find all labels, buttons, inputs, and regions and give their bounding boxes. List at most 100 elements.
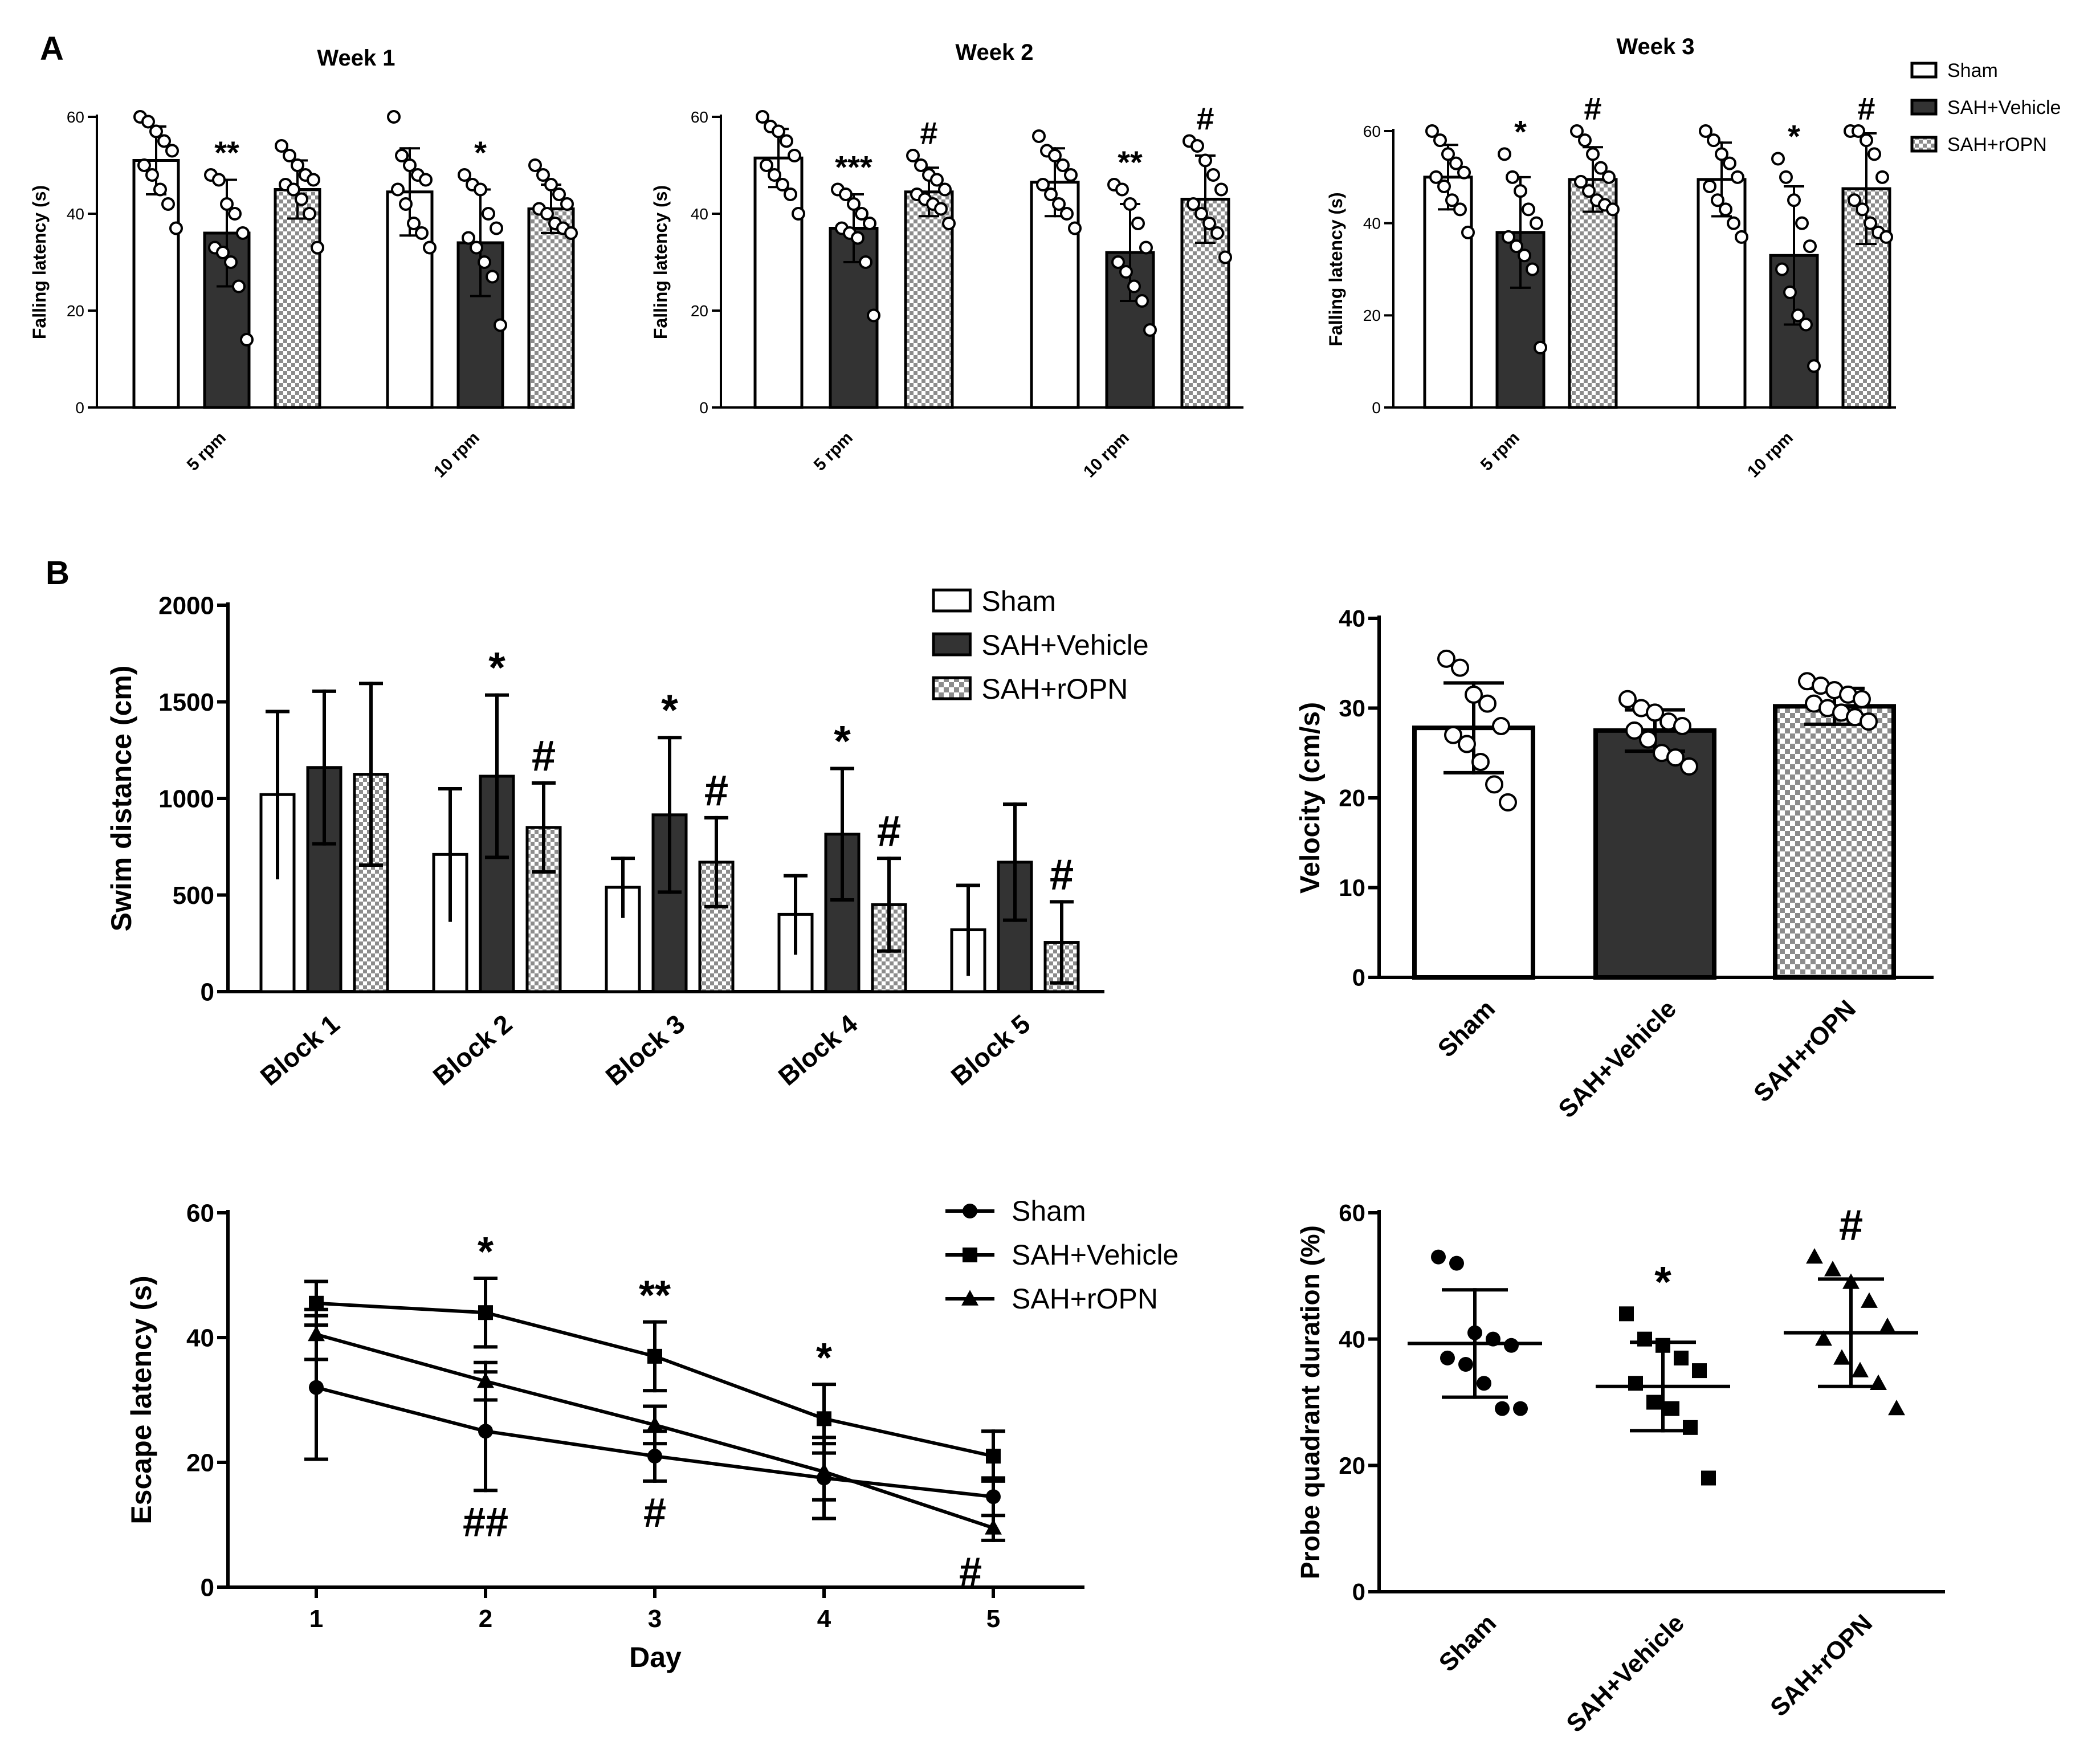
- data-point-sham-10-rpm: [1703, 180, 1716, 193]
- data-point-sah-ropn-5-rpm: [942, 217, 956, 230]
- data-point-sham-5-rpm: [1441, 147, 1455, 161]
- bar-sham-10-rpm: [1030, 181, 1080, 409]
- data-point-sah-ropn-5-rpm: [287, 182, 300, 197]
- data-point-sham-5-rpm: [165, 144, 179, 158]
- significance-marker: #: [1857, 91, 1875, 127]
- data-point-sah-ropn-5-rpm: [1594, 161, 1608, 175]
- y-tick-label: 20: [1363, 307, 1381, 324]
- data-point-sah-vehicle: [1646, 1395, 1661, 1410]
- y-tick-label: 0: [1352, 964, 1365, 991]
- chart-swim-distance: 0 500 1000 1500 2000 Swim distance (cm) Block …: [105, 585, 1149, 1091]
- data-point-sah-ropn-10-rpm: [544, 178, 558, 191]
- y-tick-label: 0: [201, 1574, 214, 1601]
- data-point-sah-ropn-10-rpm: [1198, 153, 1212, 168]
- data-point-sah-ropn-10-rpm: [552, 187, 566, 201]
- legend-swatch-sah-ropn: [1910, 136, 1938, 153]
- data-point-sah-vehicle: [1639, 730, 1657, 749]
- data-point-sah-ropn-10-rpm: [1210, 226, 1224, 240]
- x-tick-label: 10 rpm: [1080, 429, 1133, 482]
- data-point-sham-5-rpm: [756, 110, 769, 124]
- data-point-sah-ropn-5-rpm: [1578, 133, 1592, 148]
- chart-rotarod-week3: Week 3 0 20 40 60 Falling latency (s) 5 rpm 10 …: [1326, 34, 2061, 482]
- data-point-sham: [1504, 1338, 1519, 1353]
- data-point-sham-10-rpm: [1727, 216, 1740, 230]
- data-point-sham-10-rpm: [1032, 129, 1046, 143]
- chart-rotarod-week2: Week 2 0 20 40 60 Falling latency (s) 5 rpm 10 …: [650, 40, 1243, 482]
- data-point-sah-ropn-5-rpm: [930, 173, 944, 187]
- data-point-sah-vehicle-5-rpm: [228, 207, 242, 221]
- data-point-sham-10-rpm: [1719, 202, 1732, 217]
- y-axis-label: Probe quadrant duration (%): [1295, 1225, 1325, 1579]
- y-tick-label: 60: [67, 108, 84, 126]
- bar-sah-ropn: [1773, 704, 1896, 980]
- chart-title: Week 1: [317, 46, 395, 71]
- data-point-sah-vehicle-10-rpm: [1111, 255, 1125, 269]
- data-point-sah-vehicle-5-rpm: [224, 255, 238, 269]
- data-point-sah-vehicle-10-rpm: [1779, 170, 1793, 184]
- data-point-sham: [1486, 1331, 1500, 1347]
- data-point-sham-5-rpm: [153, 182, 167, 197]
- data-point-sham: [1513, 1401, 1528, 1416]
- legend-marker-sham: [963, 1204, 977, 1218]
- bar-sah-vehicle-block-5: [997, 861, 1033, 993]
- data-point-sah-ropn: [1833, 1349, 1850, 1365]
- data-point-sah-vehicle: [1625, 721, 1644, 740]
- data-point-sah-ropn-10-rpm: [1864, 216, 1877, 230]
- data-point-sham-5-rpm: [1433, 133, 1447, 148]
- significance-marker: *: [1788, 119, 1800, 154]
- data-point-sham: [1458, 735, 1476, 753]
- significance-marker: *: [661, 686, 678, 735]
- data-point-sham: [1492, 717, 1510, 735]
- data-point-sah-vehicle-10-rpm: [1799, 317, 1813, 332]
- data-point-sham-10-rpm: [1707, 133, 1720, 148]
- x-tick-label: SAH+Vehicle: [1553, 994, 1682, 1123]
- y-tick-label: 20: [67, 302, 84, 320]
- significance-marker: ***: [835, 149, 872, 185]
- x-tick-label: Block 2: [427, 1009, 518, 1091]
- data-point-sah-vehicle-10-rpm: [1127, 279, 1141, 294]
- y-tick-label: 60: [1363, 123, 1381, 140]
- data-point-sah-ropn-5-rpm: [906, 149, 920, 162]
- significance-marker: ##: [463, 1499, 508, 1545]
- data-point-sah-vehicle-10-rpm: [490, 221, 503, 235]
- legend-swatch-sah-ropn: [932, 676, 972, 700]
- data-point-sah-vehicle: [1701, 1470, 1716, 1486]
- data-point-sah-ropn-10-rpm: [1856, 202, 1869, 217]
- data-point-sah-vehicle-5-rpm: [867, 308, 880, 323]
- data-point-sham-5-rpm: [1449, 156, 1463, 170]
- data-point-sah-vehicle-5-rpm: [1498, 147, 1511, 161]
- data-point-sham-5-rpm: [780, 134, 793, 148]
- legend-label-sham: Sham: [1012, 1195, 1086, 1227]
- data-point-sah-ropn-10-rpm: [1860, 133, 1873, 148]
- data-point-sah-ropn-10-rpm: [1852, 124, 1865, 138]
- chart-rotarod-week1: Week 1 0 20 40 60 Falling latency (s) 5 rpm 10 …: [29, 46, 578, 482]
- data-point-sah-vehicle-5-rpm: [220, 197, 234, 211]
- data-point-sah-vehicle-5-rpm: [1510, 239, 1523, 254]
- data-point-sah-vehicle-10-rpm: [1775, 262, 1789, 276]
- data-point-sah-vehicle-day-2: [478, 1305, 493, 1320]
- data-point-sah-vehicle-10-rpm: [1791, 308, 1805, 323]
- significance-marker: *: [816, 1335, 832, 1381]
- data-point-sah-ropn: [1815, 1330, 1832, 1346]
- data-point-sah-ropn-10-rpm: [1214, 182, 1228, 197]
- data-point-sham-5-rpm: [157, 134, 171, 148]
- data-point-sah-vehicle: [1665, 1401, 1679, 1416]
- data-point-sah-vehicle-5-rpm: [1522, 202, 1535, 217]
- data-point-sah-vehicle-10-rpm: [1803, 239, 1817, 254]
- data-point-sah-ropn-5-rpm: [307, 173, 320, 187]
- data-point-sham-5-rpm: [792, 207, 805, 221]
- data-point-sham-5-rpm: [169, 221, 183, 235]
- significance-marker: *: [1654, 1258, 1671, 1306]
- significance-marker: **: [639, 1273, 671, 1319]
- data-point-sah-vehicle: [1692, 1363, 1707, 1379]
- data-point-sham-5-rpm: [1437, 180, 1451, 193]
- data-point-sah-ropn-10-rpm: [1186, 197, 1200, 211]
- data-point-sah-vehicle: [1655, 1338, 1670, 1353]
- y-axis-label: Falling latency (s): [1326, 192, 1346, 346]
- significance-marker: #: [704, 767, 728, 815]
- y-tick-label: 40: [691, 205, 708, 223]
- data-point-sham-10-rpm: [1052, 197, 1066, 211]
- data-point-sah-ropn-5-rpm: [1574, 174, 1588, 189]
- data-point-sah-ropn: [1861, 1292, 1878, 1308]
- data-point-sham-5-rpm: [788, 149, 801, 162]
